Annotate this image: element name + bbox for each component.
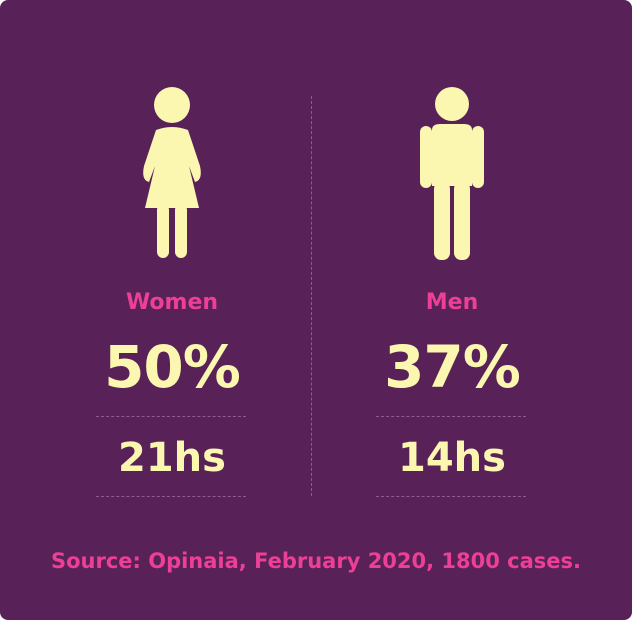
divider-line [96,416,246,417]
men-hours: 14hs [398,435,506,481]
women-label: Women [125,290,219,315]
women-percent: 50% [104,333,241,401]
women-hours: 21hs [118,435,226,481]
divider-line [376,496,526,497]
column-divider [311,96,312,496]
women-column: Women 50% 21hs [72,0,272,520]
divider-line [376,416,526,417]
man-icon [420,87,484,260]
source-note: Source: Opinaia, February 2020, 1800 cas… [50,549,582,573]
divider-line [96,496,246,497]
men-percent: 37% [384,333,521,401]
woman-icon [143,87,201,258]
men-column: Men 37% 14hs [352,0,552,520]
men-label: Men [425,290,479,315]
